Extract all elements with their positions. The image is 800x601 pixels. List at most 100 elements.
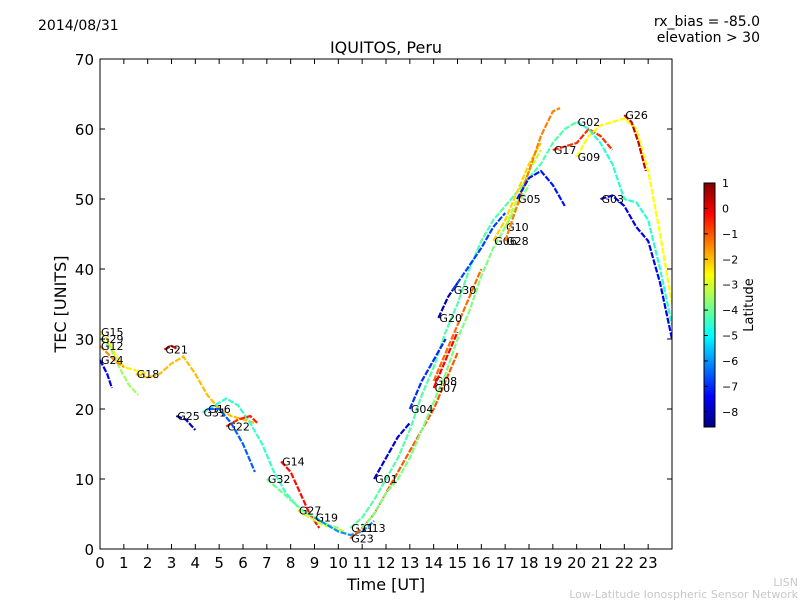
- series-line-g15: [100, 331, 149, 376]
- series-label-g19: G19: [316, 512, 339, 525]
- elevation-label: elevation > 30: [656, 30, 760, 46]
- x-tick-label: 17: [496, 554, 515, 572]
- colorbar-tick-label: −6: [722, 355, 738, 368]
- series-label-g08: G08: [435, 375, 458, 388]
- series-label-g16: G16: [208, 403, 231, 416]
- x-tick-label: 12: [376, 554, 395, 572]
- series-line-g27: [297, 509, 346, 533]
- series-label-g01: G01: [375, 473, 398, 486]
- x-tick-label: 14: [424, 554, 443, 572]
- series-label-g14: G14: [282, 456, 305, 469]
- x-tick-label: 15: [448, 554, 467, 572]
- x-tick-label: 1: [119, 554, 129, 572]
- series-line-g28: [504, 107, 561, 242]
- x-tick-label: 8: [286, 554, 296, 572]
- series-label-g27: G27: [299, 505, 322, 518]
- chart-title: IQUITOS, Peru: [329, 38, 443, 57]
- series-label-g15: G15: [101, 326, 124, 339]
- series-label-g28: G28: [506, 235, 529, 248]
- colorbar: [703, 182, 716, 428]
- series-line-g22: [225, 414, 259, 428]
- colorbar-tick-label: −7: [722, 380, 738, 393]
- series-line-g07: [432, 331, 459, 389]
- colorbar-tick-label: 0: [722, 202, 729, 215]
- x-tick-label: 2: [143, 554, 153, 572]
- series-label-g12: G12: [101, 340, 124, 353]
- y-tick-label: 0: [84, 541, 94, 559]
- colorbar-ticks: 1 0 −1 −2 −3 −4 −5 −6 −7 −8: [704, 177, 738, 419]
- series-label-g20: G20: [439, 312, 462, 325]
- series-label-g02: G02: [578, 116, 601, 129]
- series-label-g07: G07: [435, 382, 458, 395]
- y-tick-label: 30: [75, 331, 94, 349]
- x-tick-label: 4: [191, 554, 201, 572]
- series-label-g04: G04: [411, 403, 434, 416]
- x-tick-label: 10: [329, 554, 348, 572]
- series-line-g04: [408, 338, 447, 410]
- x-tick-label: 16: [472, 554, 491, 572]
- x-tick-label: 23: [639, 554, 658, 572]
- colorbar-tick-label: −5: [722, 330, 738, 343]
- x-tick-label: 7: [262, 554, 272, 572]
- series-label-g06: G06: [494, 235, 517, 248]
- series-label-g05: G05: [518, 193, 541, 206]
- series-label-g32: G32: [268, 473, 291, 486]
- series-label-g10: G10: [506, 221, 529, 234]
- series-line-g18: [135, 355, 256, 425]
- series-line-g03: [600, 194, 672, 340]
- y-tick-label: 60: [75, 121, 94, 139]
- series-line-g31: [201, 397, 299, 508]
- series-line-g12: [100, 345, 125, 368]
- series-label-g29: G29: [101, 333, 124, 346]
- ticks-layer: 0 1 2 3 4 5 6 7 8 9 10 11 12 13 14 15 16 17 18 19 20 21 22 2301…: [75, 51, 672, 572]
- colorbar-tick-label: −8: [722, 406, 738, 419]
- colorbar-tick-label: −3: [722, 279, 738, 292]
- y-tick-label: 40: [75, 261, 94, 279]
- x-tick-label: 11: [353, 554, 372, 572]
- series-layer: G15G29G12G24G21G18G31G25G22G16G14G32G27G…: [100, 107, 672, 546]
- series-line-g19: [313, 516, 375, 537]
- series-label-g23: G23: [351, 533, 374, 546]
- y-tick-label: 70: [75, 51, 94, 69]
- y-axis-label: TEC [UNITS]: [51, 256, 70, 354]
- footer-network: Low-Latitude Ionospheric Sensor Network: [569, 588, 798, 601]
- x-tick-label: 21: [591, 554, 610, 572]
- series-line-g26: [623, 114, 647, 172]
- x-tick-label: 22: [615, 554, 634, 572]
- series-label-g25: G25: [177, 410, 200, 423]
- series-line-g21: [163, 344, 180, 351]
- series-label-g24: G24: [101, 354, 124, 367]
- colorbar-label: Latitude: [742, 278, 757, 332]
- x-tick-label: 19: [543, 554, 562, 572]
- series-line-g24: [100, 359, 113, 389]
- x-tick-label: 13: [400, 554, 419, 572]
- x-tick-label: 20: [567, 554, 586, 572]
- series-line-g30: [451, 212, 507, 291]
- series-line-g13: [361, 184, 530, 529]
- series-line-g02: [576, 121, 672, 326]
- x-axis-label: Time [UT]: [346, 575, 425, 594]
- footer-lisn: LISN: [773, 576, 798, 589]
- series-line-g11: [349, 121, 578, 529]
- series-label-g03: G03: [602, 193, 625, 206]
- series-line-g32: [266, 478, 339, 530]
- series-label-g30: G30: [454, 284, 477, 297]
- x-tick-label: 18: [519, 554, 538, 572]
- rx-bias-label: rx_bias = -85.0: [653, 14, 760, 30]
- series-line-g09: [575, 117, 672, 305]
- x-tick-label: 0: [95, 554, 105, 572]
- x-tick-label: 3: [167, 554, 177, 572]
- colorbar-tick-label: −2: [722, 253, 738, 266]
- series-label-g22: G22: [227, 421, 250, 434]
- series-label-g26: G26: [625, 109, 648, 122]
- series-line-g10: [504, 149, 542, 228]
- series-line-g01: [373, 422, 411, 480]
- series-line-g17: [552, 127, 614, 152]
- y-tick-label: 50: [75, 191, 94, 209]
- parameters-label: rx_bias = -85.0 elevation > 30: [654, 14, 760, 46]
- y-tick-label: 20: [75, 401, 94, 419]
- series-line-g08: [432, 268, 483, 382]
- x-tick-label: 6: [238, 554, 248, 572]
- series-line-g29: [100, 338, 139, 396]
